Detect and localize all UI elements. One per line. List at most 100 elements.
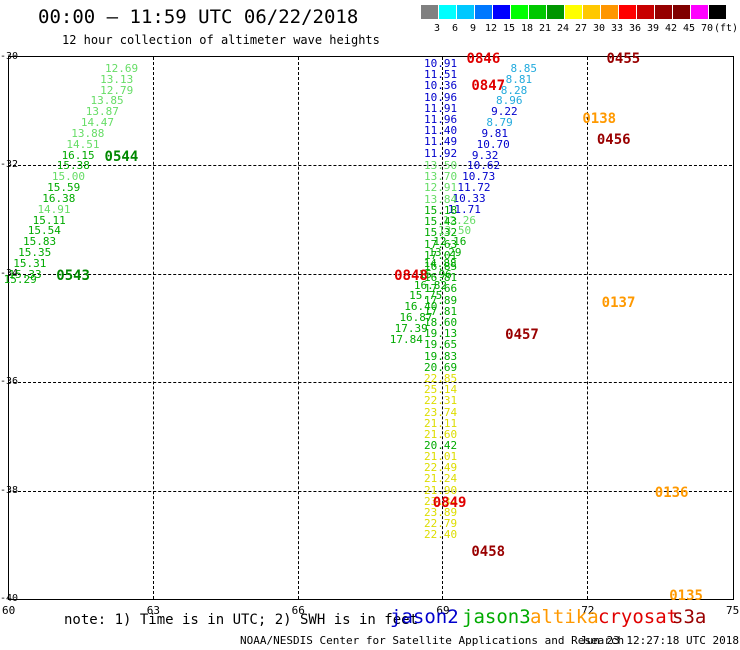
scale-swatch <box>475 5 492 19</box>
scale-swatch <box>601 5 618 19</box>
swh-value: 23.74 <box>424 405 458 419</box>
swh-value: 15.54 <box>27 224 61 238</box>
scale-swatch <box>619 5 636 19</box>
meridian-line <box>442 57 444 599</box>
swh-value: 13.85 <box>90 94 124 108</box>
swh-value: 11.49 <box>424 135 458 149</box>
swh-value: 8.28 <box>500 83 528 97</box>
legend-jason2: jason2 <box>390 606 459 628</box>
swh-value: 21.90 <box>424 483 458 497</box>
swh-value: 15.29 <box>3 273 37 287</box>
x-tick-label: 60 <box>2 604 16 617</box>
swh-value: 22.40 <box>424 528 458 542</box>
swh-value: 11.71 <box>447 202 481 216</box>
x-tick-label: 66 <box>291 604 305 617</box>
page-title: 00:00 – 11:59 UTC 06/22/2018 <box>38 6 359 28</box>
page-subtitle: 12 hour collection of altimeter wave hei… <box>62 33 380 47</box>
scale-swatch <box>547 5 564 19</box>
scale-swatch <box>637 5 654 19</box>
pass-time-label: 0136 <box>654 484 689 501</box>
pass-time-label: 0457 <box>505 327 539 344</box>
pass-time-label: 0848 <box>394 267 428 284</box>
swh-value: 15.83 <box>22 235 57 249</box>
swh-value: 13.50 <box>438 224 472 238</box>
scale-label: 39 <box>646 23 660 34</box>
swh-value: 15.43 <box>424 215 458 229</box>
swh-value: 17.66 <box>424 282 458 296</box>
pass-time-label: 0543 <box>56 267 90 284</box>
swh-value: 13.50 <box>424 159 458 172</box>
y-tick-label: -38 <box>0 484 19 496</box>
swh-value: 12.26 <box>442 213 476 227</box>
swh-value: 21.60 <box>424 428 458 441</box>
swh-value: 15.38 <box>56 159 90 173</box>
swh-value: 14.91 <box>37 202 71 216</box>
pass-time-label: 0544 <box>104 148 139 165</box>
scale-label: 24 <box>556 23 570 34</box>
scale-swatch <box>565 5 582 19</box>
swh-value: 13.29 <box>428 246 462 260</box>
swh-value: 15.59 <box>47 181 81 195</box>
swh-value: 15.96 <box>418 267 452 281</box>
scale-label: 27 <box>574 23 588 34</box>
swh-value: 10.73 <box>462 170 496 184</box>
scale-label: 9 <box>469 23 477 34</box>
swh-value: 10.91 <box>424 57 458 70</box>
scale-swatch <box>493 5 510 19</box>
swh-value: 11.96 <box>424 113 458 126</box>
swh-value: 25.14 <box>424 383 458 397</box>
scale-label: 33 <box>610 23 624 34</box>
parallel-line <box>8 382 732 384</box>
swh-value: 22.31 <box>424 394 458 408</box>
swh-value: 17.39 <box>394 322 428 335</box>
swh-value: 18.60 <box>424 316 458 329</box>
pass-time-label: 0846 <box>466 51 501 67</box>
scale-label: 3 <box>433 23 441 34</box>
swh-value: 17.81 <box>424 304 458 318</box>
swh-value: 8.81 <box>505 72 533 86</box>
scale-label: 6 <box>451 23 459 34</box>
swh-value: 13.70 <box>424 170 458 184</box>
swh-value: 20.69 <box>424 360 458 374</box>
swh-value: 14.88 <box>423 256 457 270</box>
scale-label: 18 <box>520 23 534 34</box>
swh-value: 16.85 <box>424 260 458 273</box>
swh-value: 15.35 <box>18 246 52 260</box>
swh-value: 17.01 <box>424 248 458 262</box>
swh-value: 20.42 <box>424 439 458 452</box>
scale-swatch <box>457 5 474 19</box>
swh-value: 13.88 <box>71 126 105 140</box>
scale-swatch <box>691 5 708 19</box>
x-tick-label: 63 <box>146 604 161 617</box>
swh-value: 21.11 <box>424 416 458 430</box>
scale-swatch <box>655 5 672 19</box>
scale-swatch <box>529 5 546 19</box>
swh-value: 17.63 <box>424 237 458 251</box>
scale-label: 15 <box>502 23 516 34</box>
pass-time-label: 0455 <box>606 51 641 67</box>
swh-value: 10.33 <box>452 191 486 205</box>
legend-s3a: s3a <box>672 606 707 628</box>
legend-cryosat: cryosat <box>598 606 679 628</box>
swh-value: 9.22 <box>491 105 518 119</box>
meridian-line <box>297 57 299 599</box>
swh-value: 15.75 <box>409 289 443 303</box>
swh-value: 16.40 <box>404 300 438 314</box>
swh-value: 11.92 <box>424 146 458 160</box>
swh-value: 14.47 <box>80 116 114 130</box>
swh-value: 16.38 <box>42 191 76 205</box>
pass-time-label: 0458 <box>471 544 506 561</box>
swh-value: 10.96 <box>424 90 458 104</box>
swh-value: 19.65 <box>424 338 458 352</box>
scale-label: 45 <box>682 23 696 34</box>
y-tick-label: -34 <box>0 267 19 279</box>
pass-time-label: 0456 <box>596 132 631 149</box>
pass-time-label: 0138 <box>582 110 617 127</box>
scale-label: 42 <box>664 23 678 34</box>
swh-value: 12.91 <box>424 181 458 195</box>
swh-value: 10.70 <box>476 137 510 151</box>
swh-value: 8.85 <box>510 61 537 75</box>
swh-value: 15.33 <box>8 267 42 281</box>
pass-time-label: 0847 <box>471 78 506 95</box>
x-tick-label: 72 <box>581 604 595 617</box>
